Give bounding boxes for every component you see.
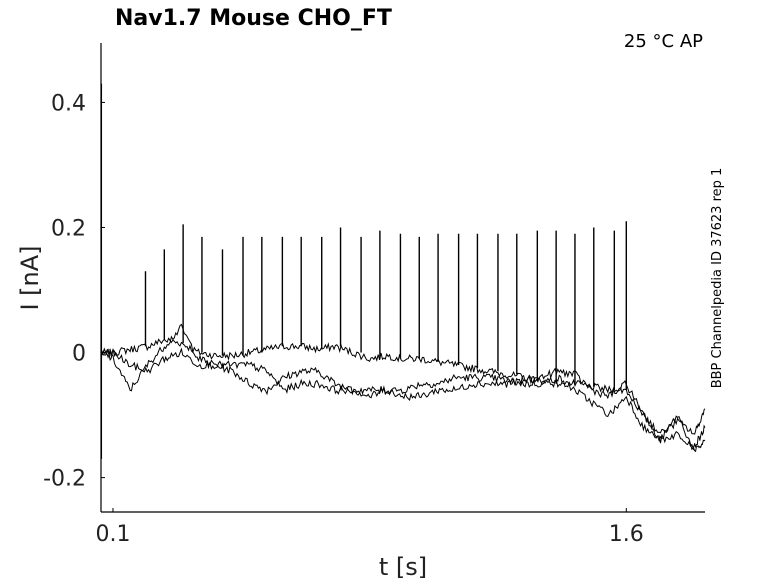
- y-axis-label: I [nA]: [16, 245, 44, 310]
- y-axis-ticks: -0.2 0 0.2 0.4: [43, 91, 105, 492]
- current-trace-1: [100, 337, 706, 451]
- chart-title: Nav1.7 Mouse CHO_FT: [115, 6, 392, 31]
- x-tick-label: 0.1: [95, 522, 130, 547]
- current-trace-3: [100, 347, 706, 435]
- y-tick-label: 0.2: [51, 216, 86, 241]
- x-tick-label: 1.6: [609, 522, 644, 547]
- x-axis-label: t [s]: [379, 553, 427, 581]
- current-trace-2: [100, 323, 706, 453]
- y-tick-label: -0.2: [43, 467, 86, 492]
- plot-area: [100, 83, 706, 459]
- channelpedia-id-label: BBP Channelpedia ID 37623 rep 1: [710, 168, 725, 389]
- y-tick-label: 0.4: [51, 91, 86, 116]
- temperature-protocol-label: 25 °C AP: [624, 31, 703, 52]
- current-traces: [100, 83, 706, 459]
- x-axis-ticks: 0.1 1.6: [95, 508, 644, 547]
- y-tick-label: 0: [72, 342, 86, 367]
